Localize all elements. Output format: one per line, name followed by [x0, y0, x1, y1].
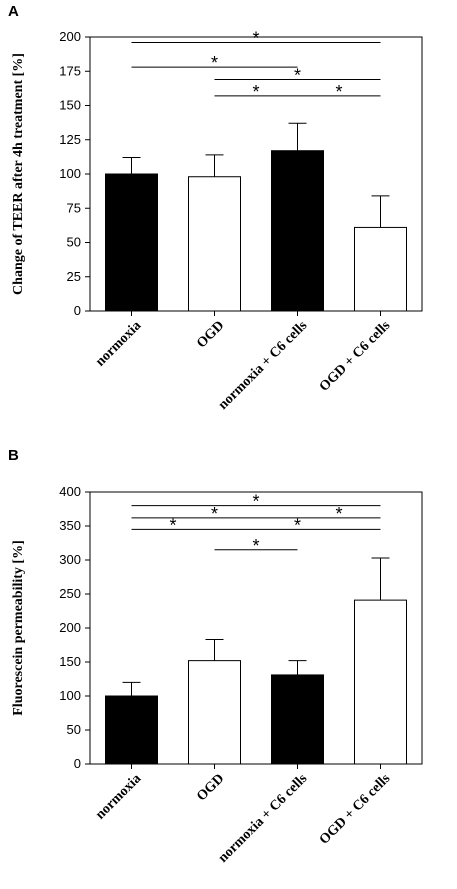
chart-a-bar [188, 176, 241, 312]
chart-a-y-tick-label: 175 [59, 63, 81, 78]
chart-a-significance-star: * [335, 82, 342, 102]
chart-b-y-tick-label: 400 [59, 484, 81, 499]
chart-b-category-label: OGD [194, 771, 227, 804]
chart-b-y-tick-label: 100 [59, 688, 81, 703]
chart-a-y-tick-label: 200 [59, 29, 81, 44]
chart-a-bar [105, 173, 158, 312]
chart-a-significance-star: * [252, 28, 259, 48]
chart-b-significance-star: * [335, 504, 342, 524]
chart-a-bar [271, 150, 324, 312]
panel-a: A 0 25 50 75 100 125 150 175 200 Change of TEER a… [8, 3, 423, 413]
chart-b-y-tick-label: 50 [67, 722, 81, 737]
chart-b-bar [188, 660, 241, 765]
chart-b-bar [354, 599, 407, 765]
chart-a-significance-star: * [294, 65, 301, 85]
chart-b-category-label: OGD + C6 cells [317, 771, 394, 848]
chart-b-svg: B 0 50 100 150 200 250 300 350 400 Fluorescein pe… [8, 447, 423, 866]
chart-a-y-tick-label: 125 [59, 132, 81, 147]
chart-b-bar [105, 695, 158, 765]
chart-b-y-tick-label: 0 [74, 756, 81, 771]
chart-a-significance-star: * [252, 82, 259, 102]
chart-a-category-label: normoxia [93, 318, 144, 369]
chart-b-y-tick-label: 200 [59, 620, 81, 635]
chart-a-category-label: OGD + C6 cells [317, 318, 394, 395]
chart-a-y-tick-label: 0 [74, 303, 81, 318]
chart-a-y-axis-label: Change of TEER after 4h treatment [%] [11, 53, 26, 295]
chart-b-significance-star: * [294, 515, 301, 535]
chart-b-significance-star: * [252, 492, 259, 512]
chart-b-y-tick-label: 300 [59, 552, 81, 567]
chart-b-y-tick-label: 250 [59, 586, 81, 601]
chart-a-y-tick-label: 75 [67, 200, 81, 215]
chart-a-y-tick-label: 100 [59, 166, 81, 181]
chart-b-significance-star: * [169, 515, 176, 535]
chart-b-category-label: normoxia [93, 771, 144, 822]
chart-b-y-tick-label: 350 [59, 518, 81, 533]
chart-a-y-tick-label: 50 [67, 235, 81, 250]
chart-a-category-label: normoxia + C6 cells [216, 318, 311, 413]
chart-a-significance-star: * [211, 53, 218, 73]
panel-b: B 0 50 100 150 200 250 300 350 400 Fluorescein pe… [0, 444, 457, 889]
chart-a-bar [354, 226, 407, 312]
panel-letter-a: A [8, 3, 19, 20]
chart-b-y-axis-label: Fluorescein permeability [%] [11, 540, 26, 716]
chart-a-y-tick-label: 25 [67, 269, 81, 284]
chart-b-category-label: normoxia + C6 cells [216, 771, 311, 866]
chart-a-y-tick-label: 150 [59, 98, 81, 113]
chart-b-bar [271, 674, 324, 765]
panel-letter-b: B [8, 447, 19, 464]
chart-b-significance-star: * [211, 504, 218, 524]
chart-a-svg: A 0 25 50 75 100 125 150 175 200 Change of TEER a… [8, 3, 423, 413]
chart-a-category-label: OGD [194, 318, 227, 351]
chart-b-significance-star: * [252, 536, 259, 556]
chart-b-y-tick-label: 150 [59, 654, 81, 669]
